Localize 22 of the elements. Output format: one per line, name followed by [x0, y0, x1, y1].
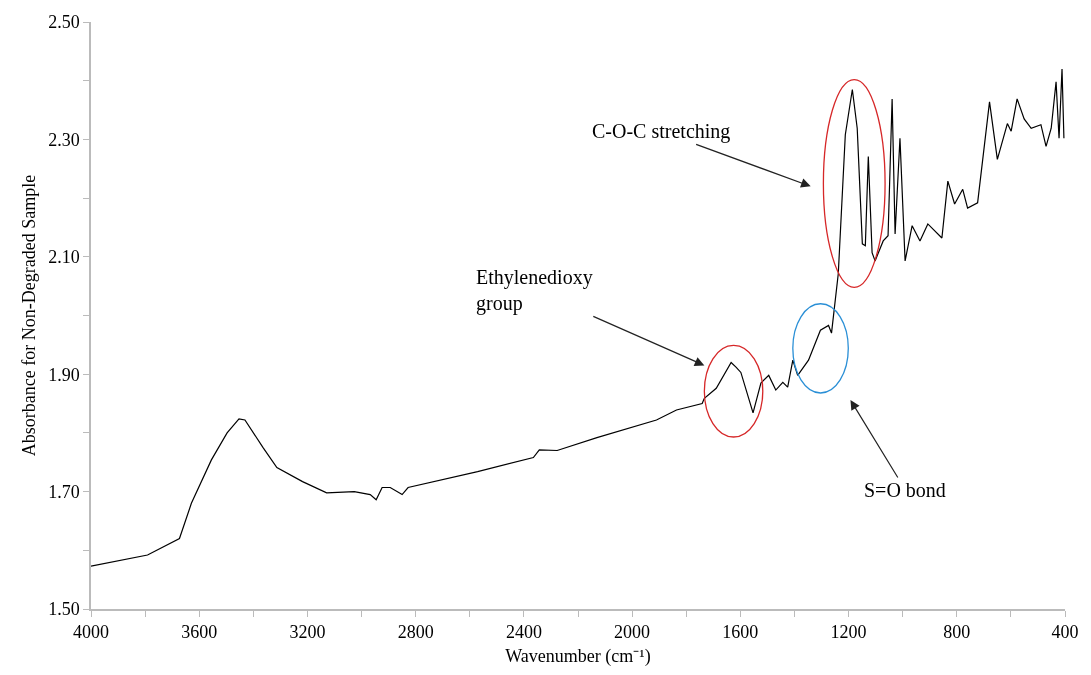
- x-axis-title: Wavenumber (cm⁻¹): [505, 645, 651, 667]
- y-tick-label: 2.30: [48, 129, 80, 150]
- x-tick-label: 2800: [397, 622, 434, 643]
- y-tick-label: 1.70: [48, 481, 80, 502]
- x-tick-label: 1200: [830, 622, 867, 643]
- x-tick-label: 3600: [181, 622, 218, 643]
- annotation: Ethylenedioxy group: [476, 266, 593, 315]
- x-tick-label: 800: [943, 622, 971, 643]
- y-tick-label: 2.50: [48, 12, 80, 33]
- x-tick-label: 1600: [722, 622, 759, 643]
- annotation: S=O bond: [864, 479, 946, 501]
- y-axis-title: Absorbance for Non-Degraded Sample: [18, 174, 39, 457]
- x-tick-label: 3200: [289, 622, 326, 643]
- line-series: [91, 68, 1065, 567]
- x-tick-label: 400: [1051, 622, 1079, 643]
- x-tick-label: 2400: [505, 622, 542, 643]
- y-tick-label: 1.50: [48, 599, 80, 620]
- annotation: C-O-C stretching: [592, 120, 731, 143]
- y-tick-label: 1.90: [48, 364, 80, 385]
- x-tick-label: 2000: [614, 622, 651, 643]
- x-tick-label: 4000: [73, 622, 109, 643]
- y-tick-label: 2.10: [48, 247, 80, 268]
